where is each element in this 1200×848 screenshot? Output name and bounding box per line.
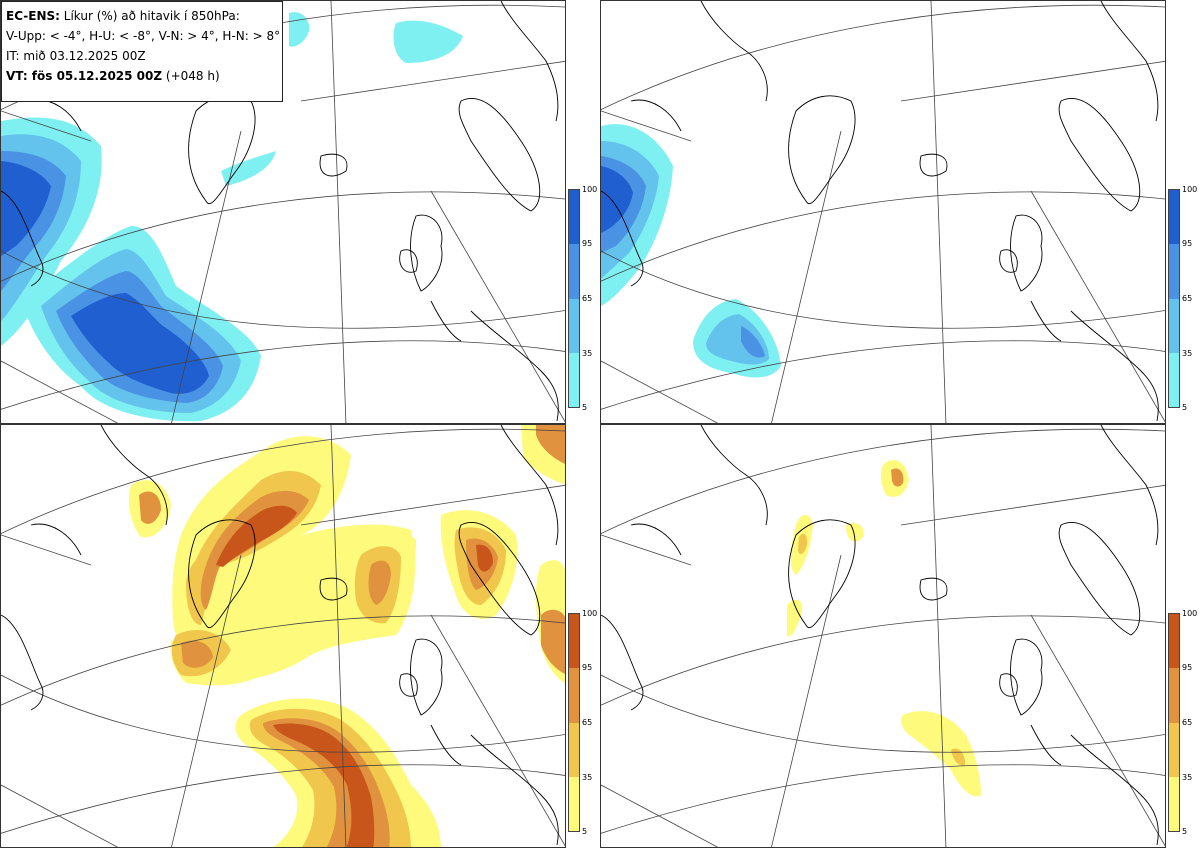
colorbar-band <box>1169 668 1179 723</box>
colorbar-warm-right <box>1168 613 1180 832</box>
map-canvas <box>601 1 1165 423</box>
colorbar-tick: 35 <box>582 349 593 358</box>
colorbar-band <box>569 776 579 831</box>
probability-fill <box>129 425 565 847</box>
colorbar-band <box>569 352 579 407</box>
coastlines <box>601 425 1159 846</box>
map-canvas <box>601 425 1165 847</box>
legend-line-1: EC-ENS: Líkur (%) að hitavik í 850hPa: <box>6 9 240 23</box>
colorbar-band <box>1169 614 1179 669</box>
colorbar-tick: 35 <box>582 773 593 782</box>
colorbar-tick: 5 <box>1182 403 1188 412</box>
graticule <box>601 1 1165 423</box>
map-panel-warm-8 <box>600 424 1166 848</box>
colorbar-band <box>569 244 579 299</box>
map-legend: EC-ENS: Líkur (%) að hitavik í 850hPa: V… <box>1 1 283 102</box>
colorbar-tick: 95 <box>1182 663 1193 672</box>
colorbar-tick: 100 <box>582 609 598 618</box>
legend-line-3: IT: mið 03.12.2025 00Z <box>6 49 146 63</box>
colorbar-cold-left <box>568 189 580 408</box>
colorbar-tick: 35 <box>1182 773 1193 782</box>
colorbar-tick: 5 <box>582 827 588 836</box>
colorbar-tick: 5 <box>1182 827 1188 836</box>
colorbar-band <box>1169 244 1179 299</box>
colorbar-tick: 100 <box>582 185 598 194</box>
colorbar-band <box>1169 722 1179 777</box>
colorbar-tick: 65 <box>1182 294 1193 303</box>
colorbar-tick: 65 <box>582 718 593 727</box>
colorbar-band <box>1169 298 1179 353</box>
map-panel-warm-4 <box>0 424 566 848</box>
map-canvas <box>1 1 565 423</box>
map-panel-cold-4: EC-ENS: Líkur (%) að hitavik í 850hPa: V… <box>0 0 566 424</box>
colorbar-warm-left <box>568 613 580 832</box>
colorbar-band <box>569 668 579 723</box>
colorbar-tick: 65 <box>1182 718 1193 727</box>
colorbar-band <box>1169 352 1179 407</box>
map-canvas <box>1 425 565 847</box>
colorbar-tick: 100 <box>1182 185 1198 194</box>
colorbar-band <box>1169 190 1179 245</box>
map-panel-cold-8 <box>600 0 1166 424</box>
colorbar-band <box>1169 776 1179 831</box>
legend-line-4: VT: fös 05.12.2025 00Z (+048 h) <box>6 69 220 83</box>
colorbar-tick: 100 <box>1182 609 1198 618</box>
colorbar-tick: 65 <box>582 294 593 303</box>
colorbar-tick: 95 <box>582 239 593 248</box>
colorbar-cold-right <box>1168 189 1180 408</box>
colorbar-tick: 35 <box>1182 349 1193 358</box>
colorbar-band <box>569 722 579 777</box>
colorbar-band <box>569 614 579 669</box>
colorbar-band <box>569 190 579 245</box>
probability-fill <box>787 460 981 797</box>
probability-fill <box>601 124 781 378</box>
colorbar-tick: 95 <box>582 663 593 672</box>
legend-line-2: V-Upp: < -4°, H-U: < -8°, V-N: > 4°, H-N… <box>6 29 281 43</box>
coastlines <box>601 1 1159 422</box>
graticule <box>601 425 1165 847</box>
colorbar-band <box>569 298 579 353</box>
colorbar-tick: 95 <box>1182 239 1193 248</box>
coastlines <box>1 425 559 846</box>
colorbar-tick: 5 <box>582 403 588 412</box>
